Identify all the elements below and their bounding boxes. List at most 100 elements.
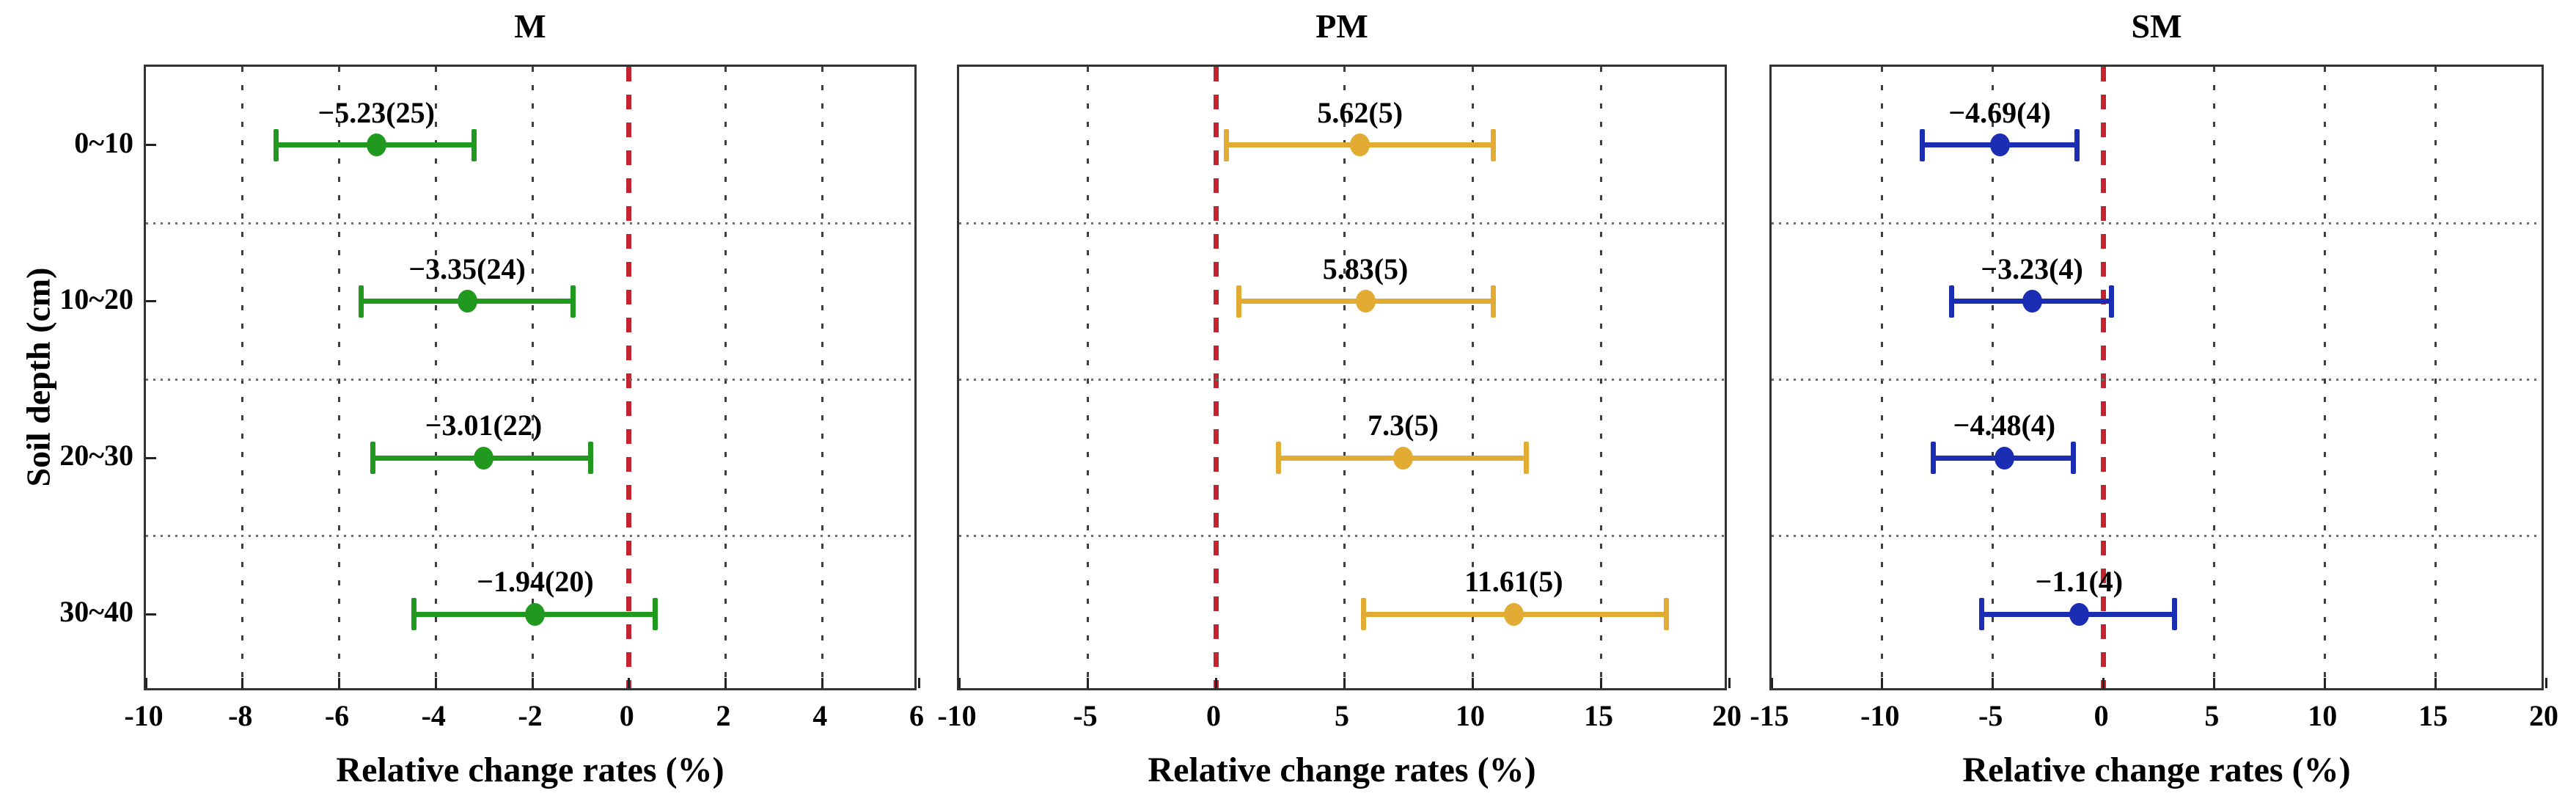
x-gridline <box>1471 67 1474 688</box>
error-bar-cap-low <box>411 598 417 631</box>
error-bar-cap-low <box>370 442 376 475</box>
error-bar-cap-low <box>358 285 364 318</box>
data-point-marker <box>1994 446 2014 470</box>
row-separator <box>959 535 1725 538</box>
x-tick-label: 4 <box>812 699 828 732</box>
x-tick <box>2323 678 2326 688</box>
x-tick-label: 0 <box>1206 699 1221 732</box>
y-tick <box>146 613 156 616</box>
x-axis-title: Relative change rates (%) <box>1148 751 1536 789</box>
x-tick <box>958 678 961 688</box>
x-tick-label: -5 <box>1073 699 1098 732</box>
data-point-marker <box>2022 290 2042 313</box>
error-bar-cap-low <box>1236 285 1241 318</box>
error-bar-cap-low <box>1919 128 1925 161</box>
x-gridline <box>2323 67 2326 688</box>
row-separator <box>146 379 914 381</box>
row-separator <box>1772 379 2542 381</box>
row-separator <box>959 222 1725 224</box>
x-tick-label: -5 <box>1978 699 2003 732</box>
y-tick <box>146 300 156 303</box>
x-gridline <box>2212 67 2215 688</box>
x-gridline <box>724 67 727 688</box>
x-tick <box>338 678 340 688</box>
x-tick <box>434 678 437 688</box>
data-point-label: −5.23(25) <box>318 95 435 129</box>
error-bar-cap-low <box>1979 598 1985 631</box>
x-tick <box>2212 678 2215 688</box>
x-tick-label: 10 <box>2308 699 2338 732</box>
x-tick <box>917 678 920 688</box>
error-bar-cap-high <box>653 598 658 631</box>
y-tick <box>146 144 156 147</box>
plot-area: 5.62(5) 5.83(5) 7.3(5) 11.61(5) <box>957 65 1731 690</box>
x-tick <box>1086 678 1089 688</box>
x-tick <box>1214 678 1217 688</box>
x-axis-title: Relative change rates (%) <box>336 751 724 789</box>
panel-title: M <box>514 7 546 45</box>
x-gridline <box>241 67 244 688</box>
data-point-label: −3.23(4) <box>1981 252 2083 285</box>
error-bar-cap-high <box>1524 442 1529 475</box>
x-gridline <box>338 67 340 688</box>
x-axis-title: Relative change rates (%) <box>1962 751 2351 789</box>
zero-reference-line <box>2101 67 2107 688</box>
error-bar-cap-high <box>2171 598 2177 631</box>
row-separator <box>959 379 1725 381</box>
x-tick <box>628 678 631 688</box>
x-tick-label: -10 <box>124 699 164 732</box>
data-point-marker <box>457 290 477 313</box>
error-bar-cap-high <box>587 442 593 475</box>
data-point-label: −4.48(4) <box>1953 409 2056 442</box>
x-tick <box>1992 678 1995 688</box>
x-gridline <box>1086 67 1089 688</box>
zero-reference-line <box>626 67 632 688</box>
x-tick <box>1599 678 1602 688</box>
x-tick-label: 0 <box>2094 699 2109 732</box>
data-point-label: −4.69(4) <box>1948 95 2051 129</box>
error-bar-cap-high <box>1490 285 1496 318</box>
panel-sm: SM −4.69(4) −3.23(4) −4.48(4) −1.1(4) -15 -10 -… <box>1750 0 2558 807</box>
data-point-marker <box>1989 134 2010 157</box>
data-point-marker <box>1355 290 1376 313</box>
x-tick <box>1728 678 1731 688</box>
error-bar-cap-high <box>2108 285 2114 318</box>
row-separator <box>1772 222 2542 224</box>
x-tick-label: 15 <box>2418 699 2448 732</box>
x-tick <box>241 678 244 688</box>
data-point-marker <box>1503 602 1524 626</box>
x-gridline <box>1881 67 1884 688</box>
x-tick <box>724 678 727 688</box>
depth-category-label: 0~10 <box>74 125 133 159</box>
data-point-marker <box>473 446 493 470</box>
error-bar-cap-low <box>1930 442 1936 475</box>
x-tick-label: 6 <box>909 699 924 732</box>
row-separator <box>146 222 914 224</box>
x-gridline <box>1599 67 1602 688</box>
x-tick-label: 0 <box>619 699 634 732</box>
x-tick-label: -10 <box>1860 699 1900 732</box>
error-bar-cap-high <box>2074 128 2080 161</box>
x-tick-label: -2 <box>518 699 543 732</box>
x-tick-label: -6 <box>324 699 350 732</box>
plot-area: −4.69(4) −3.23(4) −4.48(4) −1.1(4) <box>1769 65 2547 690</box>
panel-title: SM <box>2131 7 2182 45</box>
depth-category-label: 30~40 <box>59 595 133 629</box>
error-bar-cap-low <box>1360 598 1366 631</box>
error-bar-cap-high <box>2071 442 2077 475</box>
data-point-marker <box>525 602 546 626</box>
error-bar-cap-high <box>1663 598 1669 631</box>
data-point-label: 5.62(5) <box>1317 95 1403 129</box>
x-gridline <box>2434 67 2437 688</box>
error-bar-cap-high <box>1490 128 1496 161</box>
x-tick <box>1881 678 1884 688</box>
data-point-marker <box>1350 134 1370 157</box>
zero-reference-line <box>1213 67 1219 688</box>
error-bar-cap-low <box>1223 128 1229 161</box>
data-point-marker <box>366 134 386 157</box>
error-bar-cap-low <box>1949 285 1955 318</box>
row-separator <box>1772 535 2542 538</box>
error-bar-cap-low <box>274 128 279 161</box>
data-point-label: −1.94(20) <box>477 565 594 599</box>
x-tick <box>531 678 534 688</box>
